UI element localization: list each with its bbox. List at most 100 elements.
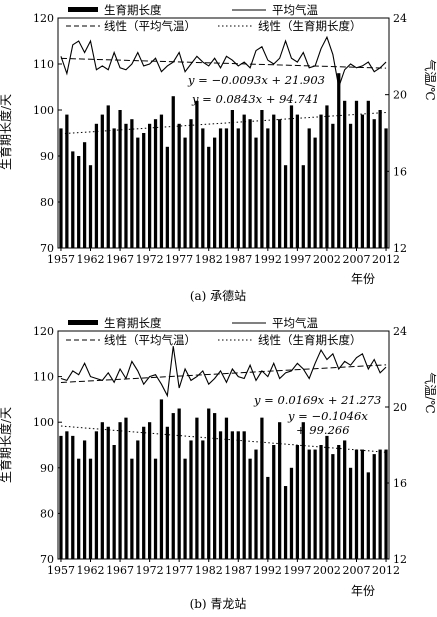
y-right-tick-label: 24 bbox=[393, 12, 407, 25]
bar bbox=[372, 119, 376, 248]
bar bbox=[124, 417, 128, 559]
bar bbox=[331, 123, 335, 248]
x-tick-label: 1997 bbox=[283, 253, 311, 266]
bar bbox=[248, 458, 252, 559]
x-tick-label: 1972 bbox=[136, 564, 164, 577]
y-left-tick-label: 100 bbox=[33, 416, 54, 429]
bar bbox=[136, 137, 140, 248]
bar bbox=[337, 73, 341, 248]
bar bbox=[77, 156, 81, 248]
bar bbox=[201, 128, 205, 248]
x-tick-label: 1967 bbox=[106, 253, 134, 266]
x-title: 年份 bbox=[351, 584, 375, 598]
bar bbox=[59, 435, 63, 559]
bar bbox=[118, 110, 122, 248]
bar bbox=[153, 458, 158, 559]
equation-growth-cont: + 99.266 bbox=[296, 423, 350, 437]
bar bbox=[165, 426, 169, 559]
y-left-tick-label: 80 bbox=[40, 196, 54, 209]
x-tick-label: 1992 bbox=[254, 253, 282, 266]
trend-temp-line bbox=[60, 57, 387, 69]
x-title: 年份 bbox=[351, 272, 375, 286]
bar bbox=[354, 449, 359, 559]
bar bbox=[201, 440, 205, 559]
bar bbox=[289, 105, 294, 249]
y-left-title: 生育期长度/天 bbox=[0, 407, 13, 483]
bar bbox=[136, 440, 140, 559]
bar bbox=[94, 431, 99, 559]
legend-bar-label: 生育期长度 bbox=[104, 3, 162, 17]
x-tick-label: 1987 bbox=[224, 253, 252, 266]
bar bbox=[236, 128, 240, 248]
bar bbox=[71, 435, 75, 559]
temperature-line bbox=[60, 35, 387, 90]
bar bbox=[183, 458, 187, 559]
bar bbox=[283, 486, 288, 559]
bar bbox=[378, 449, 382, 559]
x-tick-label: 1957 bbox=[47, 564, 75, 577]
bar bbox=[236, 431, 240, 559]
legend-bar-swatch bbox=[68, 320, 98, 325]
legend-trend-growth-label: 线性（生育期长度） bbox=[258, 19, 362, 33]
y-left-tick-label: 70 bbox=[40, 553, 54, 566]
caption: (b) 青龙站 bbox=[190, 597, 247, 611]
bar bbox=[372, 454, 376, 559]
bar bbox=[354, 100, 359, 248]
y-right-tick-label: 24 bbox=[393, 325, 407, 338]
y-left-tick-label: 70 bbox=[40, 242, 54, 255]
bar bbox=[266, 128, 270, 248]
bar bbox=[207, 146, 211, 248]
y-right-tick-label: 20 bbox=[393, 401, 407, 414]
legend-line-label: 平均气温 bbox=[272, 316, 318, 330]
bar bbox=[94, 123, 99, 248]
bar bbox=[82, 440, 87, 559]
bar bbox=[360, 114, 365, 248]
bar bbox=[100, 114, 104, 248]
bar bbox=[337, 445, 341, 559]
x-tick-label: 1972 bbox=[136, 253, 164, 266]
y-left-tick-label: 90 bbox=[40, 462, 54, 475]
caption: (a) 承德站 bbox=[190, 288, 246, 303]
bar bbox=[118, 422, 122, 559]
bar bbox=[254, 449, 258, 559]
x-tick-label: 1957 bbox=[47, 253, 75, 266]
bar bbox=[88, 458, 93, 559]
y-left-tick-label: 120 bbox=[33, 325, 54, 338]
trend-temp-line bbox=[60, 364, 387, 383]
bar bbox=[384, 128, 388, 248]
y-left-tick-label: 100 bbox=[33, 104, 54, 117]
bar bbox=[195, 417, 199, 559]
bar bbox=[100, 422, 104, 559]
temperature-line bbox=[60, 346, 387, 398]
bar bbox=[325, 105, 329, 249]
equation-growth: y = −0.1046x bbox=[287, 409, 368, 423]
bar bbox=[295, 445, 300, 559]
bar bbox=[343, 100, 347, 248]
x-tick-label: 2012 bbox=[372, 564, 400, 577]
bar bbox=[343, 440, 347, 559]
y-right-title: 气温/℃ bbox=[423, 372, 437, 413]
y-left-tick-label: 90 bbox=[40, 150, 54, 163]
legend-bar-swatch bbox=[68, 7, 98, 12]
bar bbox=[82, 142, 87, 248]
bar bbox=[307, 449, 311, 559]
bar bbox=[319, 114, 323, 248]
bar bbox=[207, 408, 211, 559]
legend: 生育期长度 平均气温 线性（平均气温） 线性（生育期长度） bbox=[66, 316, 362, 347]
bar bbox=[189, 119, 193, 248]
legend-bar-label: 生育期长度 bbox=[104, 316, 162, 330]
bar bbox=[177, 408, 181, 559]
bar bbox=[272, 445, 276, 559]
y-left-tick-label: 110 bbox=[33, 58, 54, 71]
x-tick-label: 1977 bbox=[165, 253, 193, 266]
x-tick-label: 1962 bbox=[77, 253, 105, 266]
bar bbox=[213, 137, 217, 248]
bar bbox=[147, 123, 152, 248]
bar bbox=[260, 417, 264, 559]
legend-trend-temp-label: 线性（平均气温） bbox=[104, 333, 196, 347]
bar bbox=[378, 110, 382, 248]
bar bbox=[230, 431, 234, 559]
bar bbox=[183, 137, 187, 248]
x-tick-label: 1977 bbox=[165, 564, 193, 577]
